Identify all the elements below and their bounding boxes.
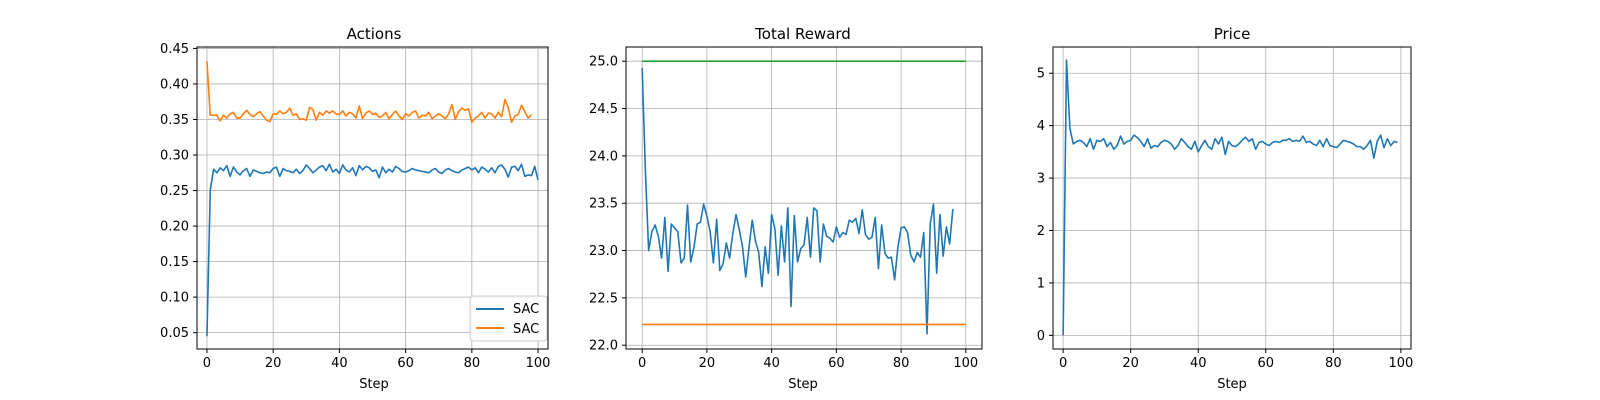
- subplot-title: Total Reward: [754, 25, 851, 43]
- y-tick-label: 0.15: [160, 255, 189, 270]
- y-tick-label: 3: [1037, 172, 1045, 187]
- series-line-2: [206, 61, 533, 124]
- y-tick-label: 0.25: [160, 184, 189, 199]
- y-tick-label: 25.0: [589, 55, 618, 70]
- x-tick-label: 80: [1325, 356, 1342, 371]
- x-tick-label: 100: [953, 356, 978, 371]
- x-tick-label: 0: [203, 356, 211, 371]
- x-axis-label: Step: [359, 377, 389, 392]
- y-tick-label: 22.0: [589, 339, 618, 354]
- x-tick-label: 20: [699, 356, 716, 371]
- y-tick-label: 5: [1037, 67, 1045, 82]
- legend-label-series-2: SAC: [513, 322, 539, 337]
- subplot-price: Price Step 0 20 40 60 80 100 0 1 2 3 4 5: [1037, 25, 1414, 392]
- y-tick-label: 0.40: [160, 77, 189, 92]
- x-tick-label: 40: [1190, 356, 1207, 371]
- y-tick-label: 24.0: [589, 149, 618, 164]
- x-tick-label: 100: [1388, 356, 1413, 371]
- series-line-1: [206, 163, 539, 337]
- y-tick-label: 22.5: [589, 291, 618, 306]
- y-tick-label: 0.05: [160, 326, 189, 341]
- x-tick-label: 40: [763, 356, 780, 371]
- legend-label-series-1: SAC: [513, 302, 539, 317]
- x-tick-label: 100: [526, 356, 551, 371]
- y-tick-label: 0.30: [160, 149, 189, 164]
- x-tick-label: 20: [1122, 356, 1139, 371]
- y-tick-label: 0.45: [160, 42, 189, 57]
- series-line-1: [1062, 59, 1398, 336]
- subplot-title: Price: [1214, 25, 1251, 43]
- x-tick-label: 60: [397, 356, 414, 371]
- x-tick-label: 80: [464, 356, 481, 371]
- series-line-1: [641, 67, 954, 335]
- subplot-actions: Actions Step 0 20 40 60 80 100 0.05 0.10 0.15 0.2…: [160, 25, 550, 392]
- y-tick-label: 0.10: [160, 291, 189, 306]
- y-tick-label: 1: [1037, 276, 1045, 291]
- x-tick-label: 20: [265, 356, 282, 371]
- legend-frame: [469, 295, 548, 342]
- y-tick-label: 0.35: [160, 113, 189, 128]
- y-tick-label: 23.0: [589, 244, 618, 259]
- subplot-total-reward: Total Reward Step 0 20 40 60 80 100 22.0 22.5 23…: [589, 25, 983, 392]
- y-tick-label: 23.5: [589, 197, 618, 212]
- y-tick-label: 2: [1037, 224, 1045, 239]
- axes-frame: [196, 46, 549, 350]
- y-tick-label: 0: [1037, 329, 1045, 344]
- x-tick-label: 40: [331, 356, 348, 371]
- x-axis-label: Step: [1217, 377, 1247, 392]
- x-tick-label: 0: [1059, 356, 1067, 371]
- subplot-title: Actions: [347, 25, 402, 43]
- y-tick-label: 24.5: [589, 102, 618, 117]
- x-tick-label: 80: [893, 356, 910, 371]
- y-tick-label: 4: [1037, 119, 1045, 134]
- x-tick-label: 60: [828, 356, 845, 371]
- x-tick-label: 0: [638, 356, 646, 371]
- axes-frame: [1052, 46, 1412, 350]
- y-tick-label: 0.20: [160, 220, 189, 235]
- legend: SAC SAC: [469, 295, 548, 342]
- x-tick-label: 60: [1258, 356, 1275, 371]
- axes-frame: [625, 46, 983, 350]
- x-axis-label: Step: [788, 377, 818, 392]
